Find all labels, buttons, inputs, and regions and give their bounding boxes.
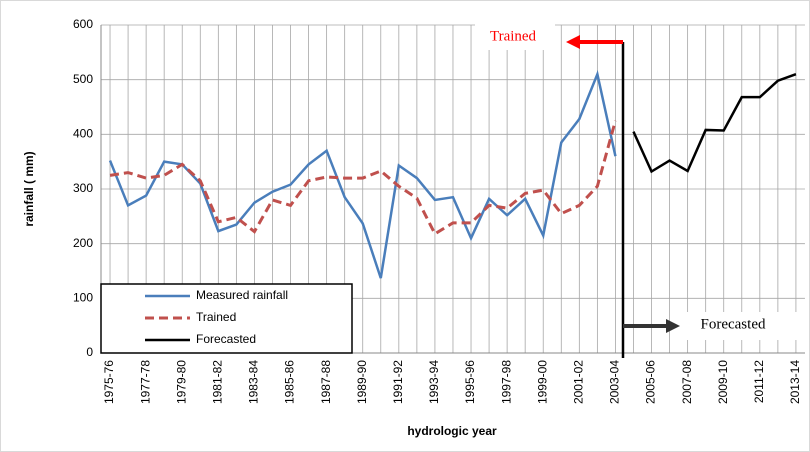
x-tick-label: 1985-86 — [283, 360, 297, 404]
x-tick-label: 2011-12 — [752, 360, 766, 403]
forecast-arrowhead — [666, 319, 680, 333]
legend-label: Forecasted — [196, 332, 256, 346]
trained-arrowhead — [566, 35, 580, 49]
x-tick-label: 1993-94 — [427, 360, 441, 404]
x-tick-label: 1979-80 — [174, 360, 188, 404]
series-line — [108, 69, 617, 279]
x-tick-label: 1983-84 — [247, 360, 261, 404]
legend-box — [100, 283, 353, 354]
annotation: Trained — [490, 28, 537, 44]
x-tick-label: 1987-88 — [319, 360, 333, 404]
x-tick-label: 1991-92 — [391, 360, 405, 404]
y-tick-label: 300 — [73, 181, 93, 195]
forecast-label-box — [680, 312, 805, 340]
x-tick-label: 1975-76 — [102, 360, 116, 404]
y-tick-label: 100 — [73, 291, 93, 305]
y-tick-label: 500 — [73, 72, 93, 86]
legend-label: Measured rainfall — [196, 288, 288, 302]
x-tick-label: 1999-00 — [535, 360, 549, 404]
y-tick-label: 200 — [73, 236, 93, 250]
x-tick-label: 2003-04 — [608, 360, 622, 404]
x-tick-label: 1977-78 — [138, 360, 152, 404]
y-tick-label: 600 — [73, 17, 93, 31]
x-tick-label: 2007-08 — [680, 360, 694, 404]
y-tick-label: 400 — [73, 127, 93, 141]
x-tick-label: 2013-14 — [788, 360, 802, 404]
trained-label-box — [475, 22, 555, 50]
y-axis-title: rainfall ( mm) — [22, 151, 36, 226]
annotation: Forecasted — [701, 316, 766, 332]
lines — [108, 69, 797, 279]
legend-label: Trained — [196, 310, 236, 324]
x-tick-label: 1997-98 — [499, 360, 513, 404]
legend: Measured rainfall Trained Forecasted — [100, 283, 353, 354]
x-axis-title: hydrologic year — [407, 424, 497, 438]
x-tick-label: 2009-10 — [716, 360, 730, 404]
x-tick-label: 1989-90 — [355, 360, 369, 404]
x-tick-label: 1995-96 — [463, 360, 477, 404]
y-tick-label: 0 — [86, 345, 93, 359]
series-line — [632, 73, 797, 174]
x-tick-label: 1981-82 — [210, 360, 224, 404]
x-tick-label: 2005-06 — [644, 360, 658, 404]
series-line — [109, 120, 617, 236]
x-tick-label: 2001-02 — [571, 360, 585, 404]
